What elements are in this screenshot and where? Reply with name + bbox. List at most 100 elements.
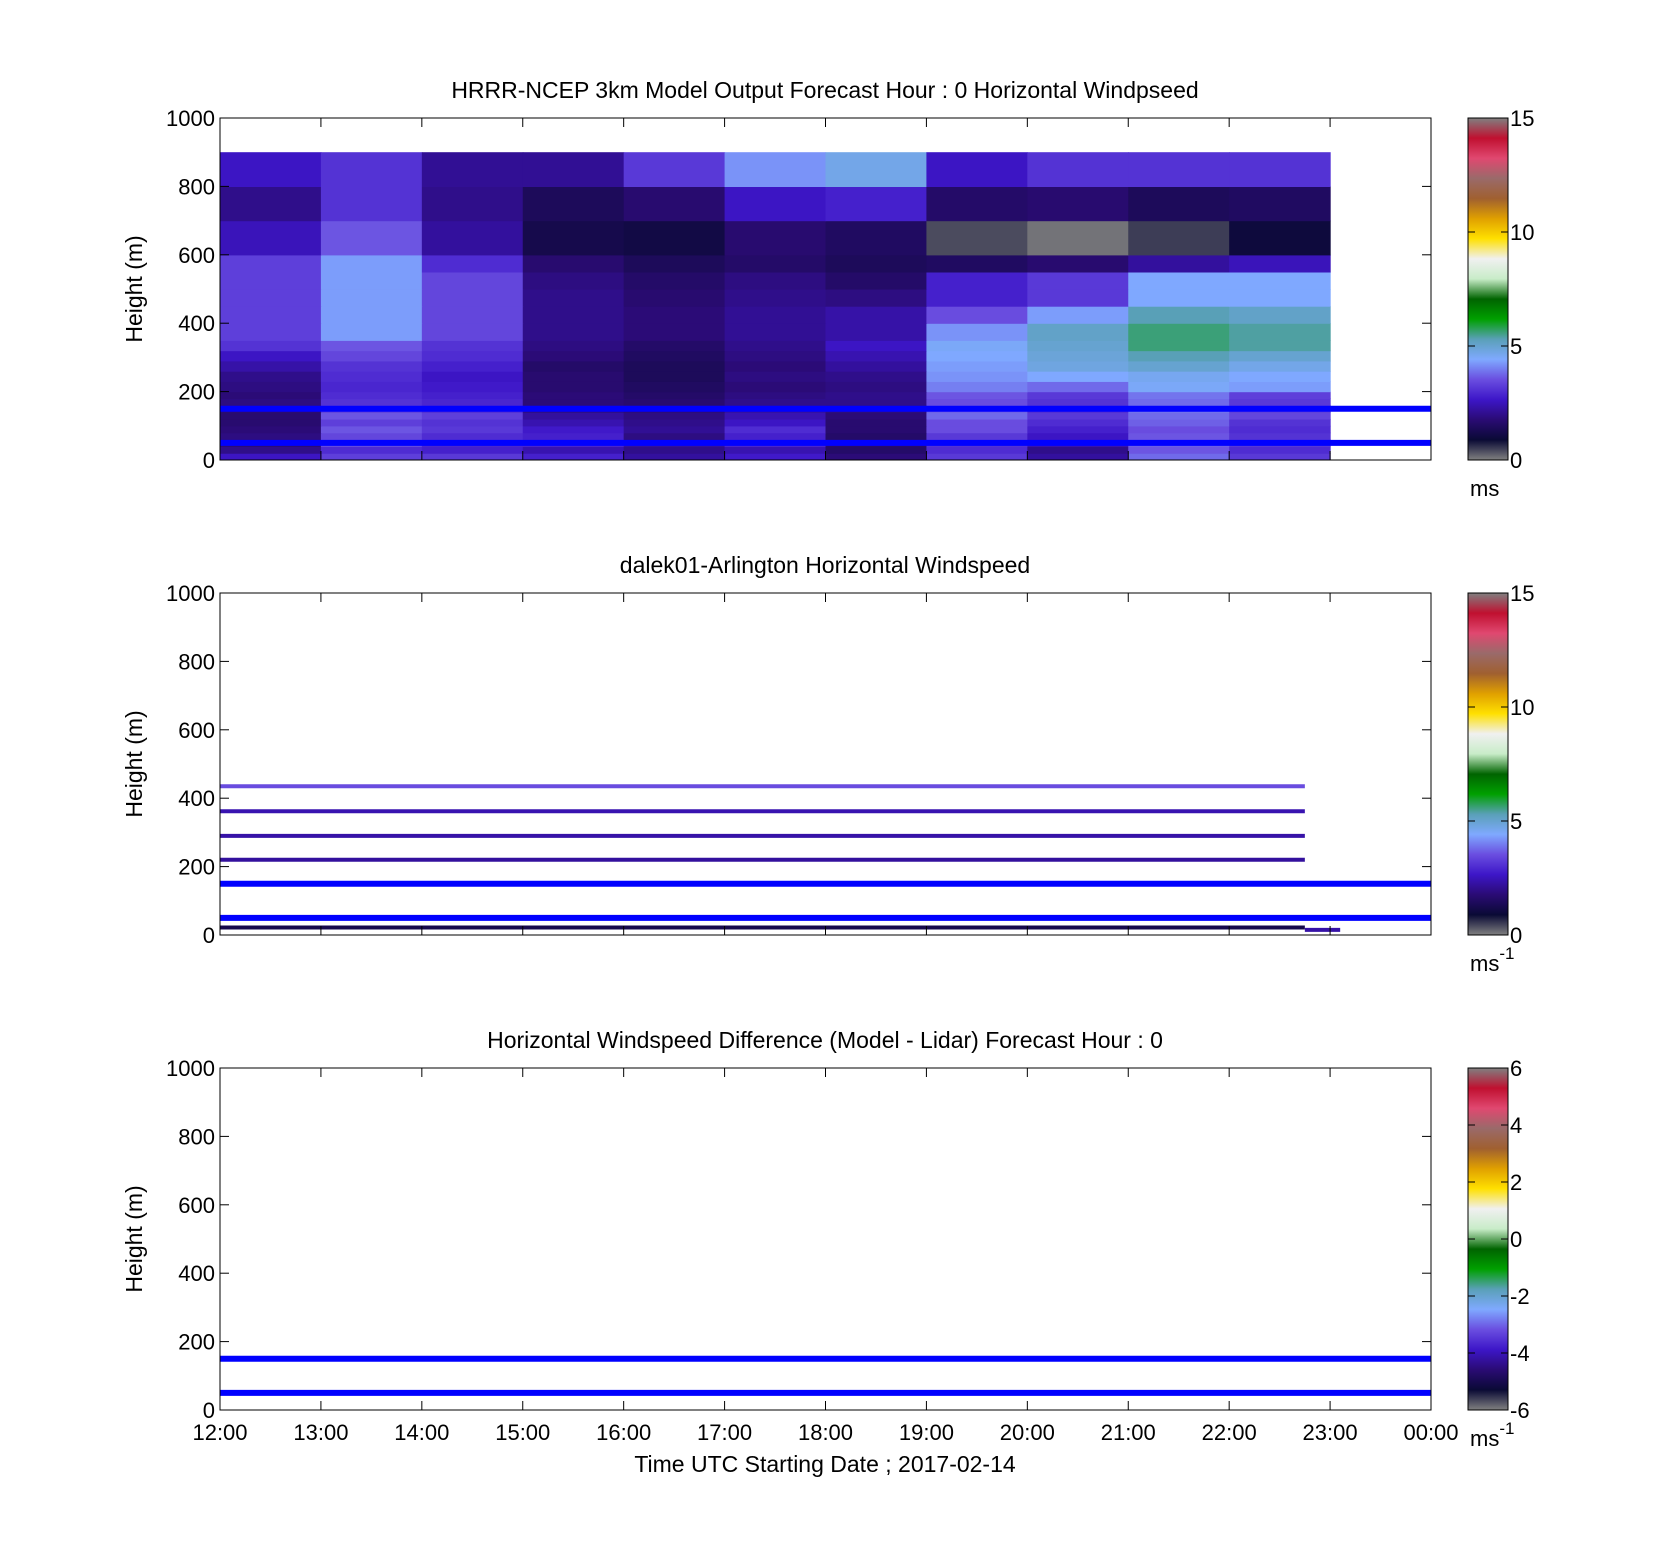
heatmap-cell	[522, 371, 625, 382]
heatmap-cell	[1128, 323, 1230, 341]
heatmap-cell	[220, 271, 322, 290]
heatmap-cell	[1229, 432, 1331, 441]
heatmap-cell	[724, 289, 827, 307]
heatmap-cell	[1027, 340, 1129, 352]
heatmap-cell	[926, 220, 1028, 256]
heatmap-cell	[1128, 186, 1230, 222]
x-tick-label: 17:00	[697, 1420, 752, 1445]
heatmap-cell	[421, 186, 524, 222]
heatmap-cell	[926, 186, 1028, 222]
heatmap-cell	[926, 446, 1028, 454]
y-axis-label: Height (m)	[121, 1185, 147, 1292]
heatmap-cell	[825, 412, 928, 420]
heatmap-cell	[320, 350, 423, 362]
heatmap-cell	[825, 360, 928, 372]
x-tick-label: 23:00	[1303, 1420, 1358, 1445]
heatmap-cell	[1229, 391, 1331, 400]
heatmap-cell	[724, 152, 827, 187]
heatmap-cell	[926, 425, 1028, 434]
y-tick-label: 1000	[166, 106, 215, 131]
colorbar-unit-base: ms	[1470, 951, 1499, 976]
colorbar-tick-label: 4	[1510, 1113, 1522, 1138]
heatmap-cell	[522, 391, 625, 400]
heatmap-cell	[724, 350, 827, 362]
heatmap-cell	[320, 360, 423, 372]
colorbar-unit-exponent: -1	[1499, 944, 1514, 963]
heatmap-cell	[1128, 254, 1230, 273]
heatmap-cell	[421, 391, 524, 400]
heatmap-cell	[623, 271, 726, 290]
heatmap-cell	[1229, 350, 1331, 362]
colorbar-unit-base: ms	[1470, 476, 1499, 501]
colorbar-tick-label: 10	[1510, 220, 1534, 245]
heatmap-cell	[623, 381, 726, 393]
heatmap-cell	[926, 412, 1028, 420]
heatmap-cell	[220, 152, 322, 187]
colorbar-tick-label: 5	[1510, 334, 1522, 359]
heatmap-cell	[1027, 220, 1129, 256]
colorbar-tick-label: 15	[1510, 581, 1534, 606]
y-tick-label: 1000	[166, 581, 215, 606]
heatmap-cell	[926, 453, 1028, 460]
heatmap-cell	[825, 340, 928, 352]
x-tick-label: 12:00	[192, 1420, 247, 1445]
heatmap-cell	[320, 306, 423, 324]
heatmap-cell	[220, 398, 322, 406]
y-tick-label: 0	[203, 923, 215, 948]
heatmap-cell	[1229, 254, 1331, 273]
heatmap-cell	[320, 254, 423, 273]
heatmap-cell	[825, 323, 928, 341]
heatmap-cell	[1128, 306, 1230, 324]
heatmap-cell	[825, 453, 928, 460]
heatmap-cell	[724, 391, 827, 400]
heatmap-cell	[421, 323, 524, 341]
heatmap-cell	[825, 446, 928, 454]
heatmap-cell	[1128, 398, 1230, 406]
panel-model-output: HRRR-NCEP 3km Model Output Forecast Hour…	[121, 77, 1534, 501]
heatmap-cell	[421, 398, 524, 406]
colorbar-tick-label: 2	[1510, 1170, 1522, 1195]
heatmap-cell	[220, 186, 322, 222]
heatmap-cell	[421, 289, 524, 307]
heatmap-cell	[522, 350, 625, 362]
heatmap-cell	[623, 371, 726, 382]
heatmap-cell	[522, 412, 625, 420]
colorbar-tick-label: 6	[1510, 1056, 1522, 1081]
heatmap-cell	[421, 425, 524, 434]
heatmap-cell	[825, 391, 928, 400]
heatmap-cell	[320, 412, 423, 420]
heatmap-cell	[926, 418, 1028, 427]
chart-title-difference: Horizontal Windspeed Difference (Model -…	[487, 1027, 1163, 1053]
heatmap-cell	[1128, 340, 1230, 352]
heatmap-cell	[1027, 398, 1129, 406]
heatmap-cell	[623, 412, 726, 420]
x-tick-label: 22:00	[1202, 1420, 1257, 1445]
y-tick-label: 600	[178, 718, 215, 743]
heatmap-cell	[320, 425, 423, 434]
heatmap-cell	[421, 381, 524, 393]
heatmap-cell	[220, 306, 322, 324]
y-tick-label: 0	[203, 1398, 215, 1423]
heatmap-cell	[220, 391, 322, 400]
heatmap-cell	[1128, 412, 1230, 420]
heatmap-cell	[320, 340, 423, 352]
heatmap-cell	[522, 453, 625, 460]
y-tick-label: 0	[203, 448, 215, 473]
heatmap-cell	[1027, 425, 1129, 434]
heatmap-cell	[421, 453, 524, 460]
heatmap-cell	[926, 152, 1028, 187]
heatmap-cell	[724, 398, 827, 406]
heatmap-cell	[320, 381, 423, 393]
heatmap-cell	[1229, 186, 1331, 222]
heatmap-cell	[1229, 412, 1331, 420]
heatmap-cell	[623, 289, 726, 307]
heatmap-cell	[724, 323, 827, 341]
heatmap-cell	[623, 152, 726, 187]
colorbar-scale	[1467, 117, 1509, 461]
heatmap-cell	[1229, 446, 1331, 454]
x-tick-label: 00:00	[1403, 1420, 1458, 1445]
heatmap-cell	[724, 425, 827, 434]
heatmap-cell	[320, 152, 423, 187]
heatmap-cell	[825, 350, 928, 362]
